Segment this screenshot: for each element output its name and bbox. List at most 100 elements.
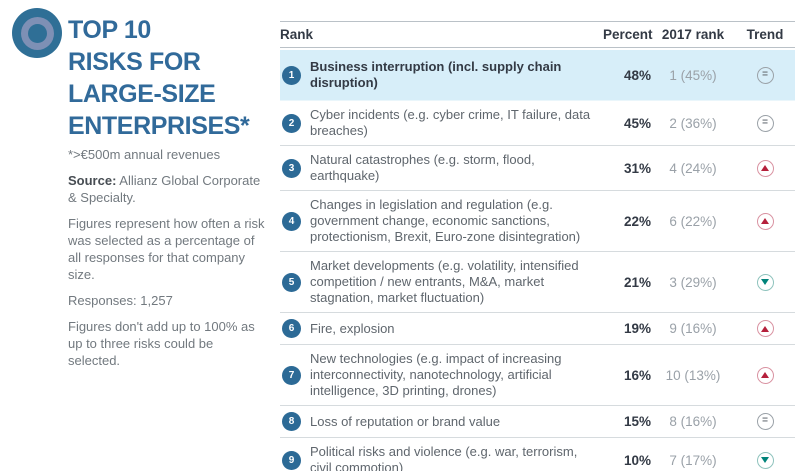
risk-table: Rank Percent 2017 rank Trend 1 Business … — [280, 21, 795, 471]
percent-value: 48% — [623, 67, 651, 83]
trend-cell — [735, 366, 795, 384]
table-body: 1 Business interruption (incl. supply ch… — [280, 50, 795, 471]
trend-up-icon — [756, 212, 774, 230]
risk-label: Political risks and violence (e.g. war, … — [310, 444, 603, 471]
rank-2017-value: 1 (45%) — [669, 67, 717, 83]
rank-2017-value: 4 (24%) — [669, 160, 717, 176]
title-line: TOP 10 — [68, 16, 151, 44]
rank-cell: 4 — [280, 211, 310, 231]
page-title: TOP 10 RISKS FOR LARGE-SIZE ENTERPRISES* — [68, 14, 250, 142]
table-header-row: Rank Percent 2017 rank Trend — [280, 21, 795, 48]
note-text: Allianz Global Corporate & Specialty. — [68, 173, 261, 205]
risk-label: Business interruption (incl. supply chai… — [310, 59, 603, 91]
risk-label: Loss of reputation or brand value — [310, 414, 603, 430]
table-row: 4 Changes in legislation and regulation … — [280, 191, 795, 252]
rank-cell: 6 — [280, 319, 310, 338]
rank-2017-value: 6 (22%) — [669, 213, 717, 229]
risk-text: Cyber incidents (e.g. cyber crime, IT fa… — [310, 107, 591, 138]
sidebar: TOP 10 RISKS FOR LARGE-SIZE ENTERPRISES*… — [0, 0, 272, 471]
table-row: 2 Cyber incidents (e.g. cyber crime, IT … — [280, 101, 795, 146]
risk-text: Natural catastrophes (e.g. storm, flood,… — [310, 152, 535, 183]
table-row: 7 New technologies (e.g. impact of incre… — [280, 345, 795, 406]
rank-badge: 2 — [282, 113, 301, 133]
rank-badge: 5 — [282, 272, 301, 292]
trend-up-icon — [756, 366, 774, 384]
rank-2017-value: 7 (17%) — [669, 452, 717, 468]
title-line: ENTERPRISES* — [68, 112, 250, 140]
rank-cell: 3 — [280, 158, 310, 178]
table-row: 5 Market developments (e.g. volatility, … — [280, 252, 795, 313]
rank-badge: 8 — [282, 412, 301, 431]
logo-core — [27, 23, 47, 43]
note-text: Figures don't add up to 100% as up to th… — [68, 319, 255, 368]
rank-2017-value: 10 (13%) — [665, 367, 721, 383]
rank-cell: 5 — [280, 272, 310, 292]
header-2017-rank: 2017 rank — [661, 27, 725, 42]
trend-equal-icon: = — [756, 413, 774, 430]
header-percent: Percent — [603, 27, 653, 42]
note-bold-prefix: Source: — [68, 173, 117, 188]
risk-text: Political risks and violence (e.g. war, … — [310, 444, 578, 471]
note-text: *>€500m annual revenues — [68, 147, 221, 162]
risk-label: Fire, explosion — [310, 321, 603, 337]
trend-cell — [735, 159, 795, 177]
trend-up-icon — [756, 320, 774, 337]
trend-cell: = — [735, 413, 795, 430]
table-row: 3 Natural catastrophes (e.g. storm, floo… — [280, 146, 795, 191]
header-rank: Rank — [280, 27, 314, 42]
note-text: Responses: 1,257 — [68, 293, 173, 308]
title-line: RISKS FOR — [68, 48, 201, 76]
trend-cell — [735, 273, 795, 291]
rank-2017-value: 3 (29%) — [669, 274, 717, 290]
risk-text: Loss of reputation or brand value — [310, 413, 501, 429]
table-row: 1 Business interruption (incl. supply ch… — [280, 50, 795, 101]
rank-cell: 2 — [280, 113, 310, 133]
percent-value: 19% — [623, 321, 651, 336]
rank-badge: 3 — [282, 158, 301, 178]
risk-text: New technologies (e.g. impact of increas… — [310, 351, 562, 398]
note-paragraph: Responses: 1,257 — [68, 292, 266, 309]
note-paragraph: Figures represent how often a risk was s… — [68, 215, 266, 283]
risk-text: Changes in legislation and regulation (e… — [310, 197, 581, 244]
rank-2017-value: 9 (16%) — [669, 321, 717, 336]
risk-label: Market developments (e.g. volatility, in… — [310, 258, 603, 306]
risk-text: Fire, explosion — [310, 320, 395, 336]
percent-value: 16% — [623, 367, 651, 383]
rank-cell: 7 — [280, 365, 310, 385]
risk-label: Natural catastrophes (e.g. storm, flood,… — [310, 152, 603, 184]
logo-ring — [20, 16, 54, 50]
rank-badge: 9 — [282, 450, 301, 470]
percent-value: 45% — [623, 115, 651, 131]
title-line: LARGE-SIZE — [68, 80, 216, 108]
rank-cell: 8 — [280, 412, 310, 431]
percent-value: 21% — [623, 274, 651, 290]
table-row: 9 Political risks and violence (e.g. war… — [280, 438, 795, 471]
table-row: 6 Fire, explosion 19% 9 (16%) — [280, 313, 795, 345]
rank-badge: 6 — [282, 319, 301, 338]
header-trend: Trend — [746, 27, 784, 42]
note-paragraph: Source: Allianz Global Corporate & Speci… — [68, 172, 266, 206]
rank-cell: 9 — [280, 450, 310, 470]
note-text: Figures represent how often a risk was s… — [68, 216, 265, 282]
note-paragraph: Figures don't add up to 100% as up to th… — [68, 318, 266, 369]
trend-equal-icon: = — [756, 66, 774, 84]
trend-equal-icon: = — [756, 114, 774, 132]
rank-2017-value: 8 (16%) — [669, 414, 717, 429]
percent-value: 22% — [623, 213, 651, 229]
risk-label: Cyber incidents (e.g. cyber crime, IT fa… — [310, 107, 603, 139]
percent-value: 31% — [623, 160, 651, 176]
trend-down-icon — [756, 273, 774, 291]
percent-value: 15% — [623, 414, 651, 429]
source-notes: *>€500m annual revenues Source: Allianz … — [68, 146, 266, 378]
percent-value: 10% — [623, 452, 651, 468]
trend-down-icon — [756, 451, 774, 469]
trend-up-icon — [756, 159, 774, 177]
trend-cell: = — [735, 114, 795, 132]
table-row: 8 Loss of reputation or brand value 15% … — [280, 406, 795, 438]
trend-cell — [735, 451, 795, 469]
note-paragraph: *>€500m annual revenues — [68, 146, 266, 163]
rank-badge: 1 — [282, 65, 301, 85]
risk-label: Changes in legislation and regulation (e… — [310, 197, 603, 245]
concentric-circles-logo-icon — [12, 8, 62, 58]
